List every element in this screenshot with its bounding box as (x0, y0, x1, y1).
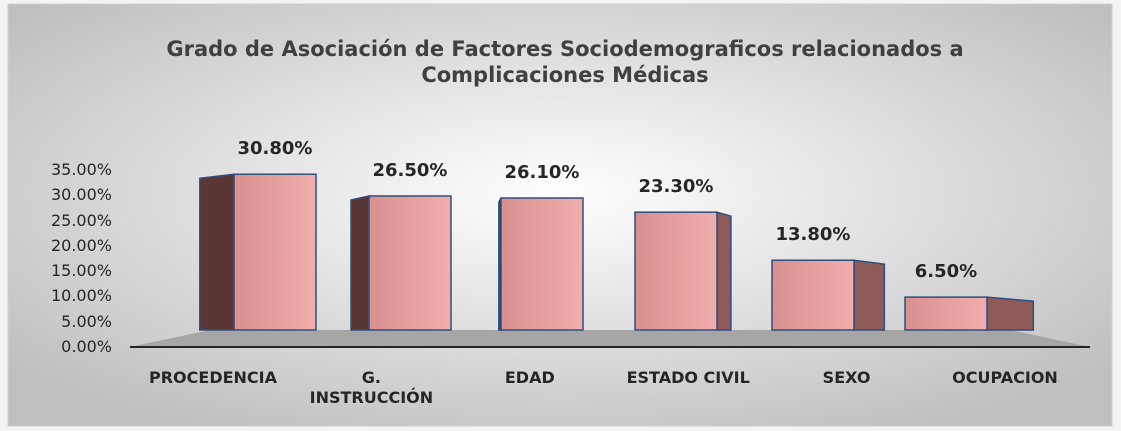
bar (233, 173, 317, 331)
bar (771, 259, 855, 331)
data-label: 23.30% (638, 176, 714, 198)
data-label: 26.50% (372, 159, 448, 181)
bar (904, 296, 988, 331)
y-tick-label: 30.00% (50, 185, 112, 205)
x-tick-label: ESTADO CIVIL (626, 368, 750, 387)
y-tick-label: 10.00% (50, 286, 112, 306)
bar (500, 197, 584, 331)
y-tick-label: 25.00% (50, 210, 112, 230)
bar-side (350, 195, 370, 331)
y-tick-label: 20.00% (50, 235, 112, 255)
bar-side (986, 296, 1035, 331)
y-tick-label: 15.00% (50, 261, 112, 281)
bar-side (199, 173, 235, 331)
x-tick-label: PROCEDENCIA (149, 368, 277, 387)
bar (634, 211, 718, 331)
x-tick-label: OCUPACION (952, 368, 1058, 387)
data-label: 30.80% (237, 138, 313, 160)
x-tick-label: EDAD (504, 368, 555, 387)
chart-title: Grado de Asociación de Factores Sociodem… (166, 37, 964, 88)
y-tick-label: 35.00% (50, 160, 112, 179)
data-label: 13.80% (775, 224, 851, 246)
y-tick-label: 0.00% (61, 337, 112, 356)
y-tick-label: 5.00% (61, 311, 112, 331)
x-tick-label: SEXO (822, 368, 871, 387)
bar-side (853, 259, 886, 331)
data-label: 26.10% (504, 162, 580, 183)
x-tick-label: G. INSTRUCCIÓN (309, 368, 434, 407)
bar-side (716, 211, 732, 331)
bar (368, 195, 452, 331)
data-label: 6.50% (914, 261, 978, 283)
floor (130, 330, 1090, 347)
